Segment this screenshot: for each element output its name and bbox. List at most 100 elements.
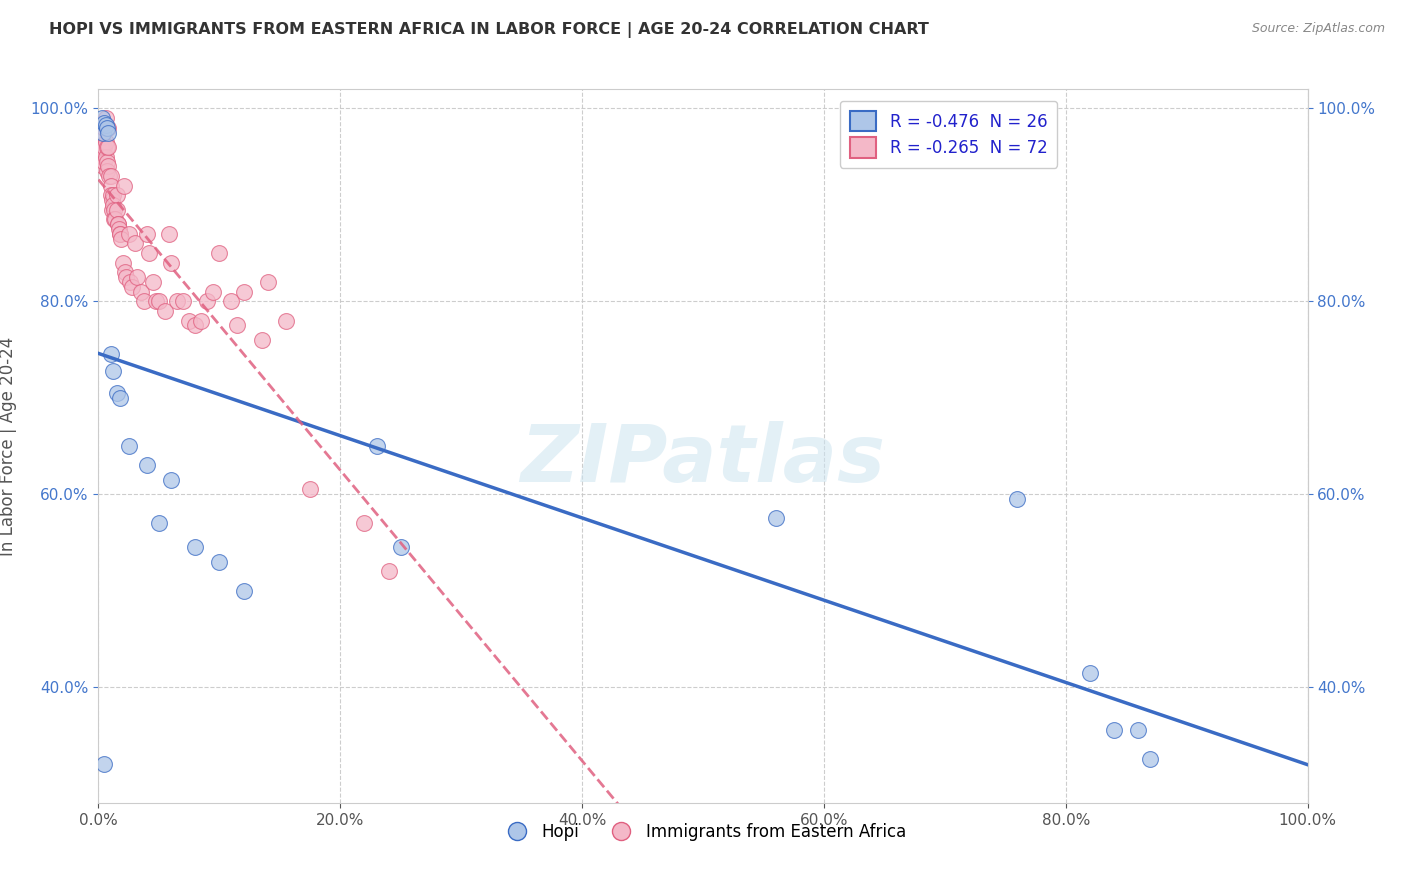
Point xyxy=(107,217,129,231)
Point xyxy=(104,212,127,227)
Point xyxy=(118,439,141,453)
Point xyxy=(105,386,128,401)
Point xyxy=(101,188,124,202)
Point xyxy=(93,120,115,135)
Point xyxy=(107,217,129,231)
Point xyxy=(91,130,114,145)
Point xyxy=(172,294,194,309)
Point xyxy=(389,541,412,555)
Point xyxy=(153,304,176,318)
Point xyxy=(91,159,114,173)
Point xyxy=(142,275,165,289)
Point xyxy=(114,265,136,279)
Point xyxy=(110,232,132,246)
Point xyxy=(148,294,170,309)
Text: HOPI VS IMMIGRANTS FROM EASTERN AFRICA IN LABOR FORCE | AGE 20-24 CORRELATION CH: HOPI VS IMMIGRANTS FROM EASTERN AFRICA I… xyxy=(49,22,929,38)
Point xyxy=(90,140,112,154)
Y-axis label: In Labor Force | Age 20-24: In Labor Force | Age 20-24 xyxy=(0,336,17,556)
Point xyxy=(112,178,135,193)
Point xyxy=(108,227,131,241)
Point xyxy=(115,270,138,285)
Point xyxy=(232,583,254,598)
Point xyxy=(97,120,120,135)
Point xyxy=(202,285,225,299)
Point xyxy=(121,280,143,294)
Text: ZIPatlas: ZIPatlas xyxy=(520,421,886,500)
Point xyxy=(765,511,787,525)
Point xyxy=(94,150,117,164)
Text: Source: ZipAtlas.com: Source: ZipAtlas.com xyxy=(1251,22,1385,36)
Point xyxy=(299,483,322,497)
Point xyxy=(127,270,149,285)
Point xyxy=(93,757,115,772)
Point xyxy=(93,116,115,130)
Point xyxy=(184,318,207,333)
Point xyxy=(94,111,117,125)
Point xyxy=(97,140,120,154)
Point xyxy=(96,120,118,135)
Point xyxy=(179,313,201,327)
Point xyxy=(129,285,152,299)
Point xyxy=(145,294,167,309)
Point xyxy=(103,212,125,227)
Point xyxy=(91,140,114,154)
Point xyxy=(208,555,231,569)
Point xyxy=(108,222,131,236)
Point xyxy=(157,227,180,241)
Point xyxy=(100,188,122,202)
Point xyxy=(366,439,388,453)
Point xyxy=(190,313,212,327)
Point xyxy=(353,516,375,530)
Point xyxy=(195,294,218,309)
Point xyxy=(98,169,121,183)
Point xyxy=(94,135,117,149)
Point xyxy=(96,140,118,154)
Point xyxy=(160,256,183,270)
Point xyxy=(221,294,243,309)
Point xyxy=(100,178,122,193)
Point xyxy=(250,333,273,347)
Point xyxy=(208,246,231,260)
Point xyxy=(148,516,170,530)
Point xyxy=(100,202,122,217)
Point xyxy=(97,159,120,173)
Point xyxy=(101,364,124,378)
Point xyxy=(166,294,188,309)
Point xyxy=(108,227,131,241)
Point xyxy=(100,169,122,183)
Point xyxy=(134,294,156,309)
Point xyxy=(96,164,118,178)
Point xyxy=(184,541,207,555)
Point xyxy=(100,347,122,361)
Point xyxy=(160,473,183,487)
Point xyxy=(256,275,278,289)
Point xyxy=(91,126,114,140)
Legend: Hopi, Immigrants from Eastern Africa: Hopi, Immigrants from Eastern Africa xyxy=(494,817,912,848)
Point xyxy=(1139,752,1161,766)
Point xyxy=(94,118,117,132)
Point xyxy=(274,313,297,327)
Point xyxy=(100,193,122,207)
Point xyxy=(93,154,115,169)
Point xyxy=(232,285,254,299)
Point xyxy=(96,154,118,169)
Point xyxy=(138,246,160,260)
Point xyxy=(118,275,141,289)
Point xyxy=(135,227,157,241)
Point xyxy=(108,391,131,405)
Point xyxy=(91,111,114,125)
Point xyxy=(118,227,141,241)
Point xyxy=(1078,665,1101,680)
Point xyxy=(1007,491,1029,506)
Point xyxy=(101,198,124,212)
Point xyxy=(135,458,157,473)
Point xyxy=(124,236,146,251)
Point xyxy=(105,202,128,217)
Point xyxy=(377,565,399,579)
Point xyxy=(111,256,134,270)
Point xyxy=(97,126,120,140)
Point xyxy=(103,202,125,217)
Point xyxy=(1102,723,1125,738)
Point xyxy=(91,150,114,164)
Point xyxy=(105,188,128,202)
